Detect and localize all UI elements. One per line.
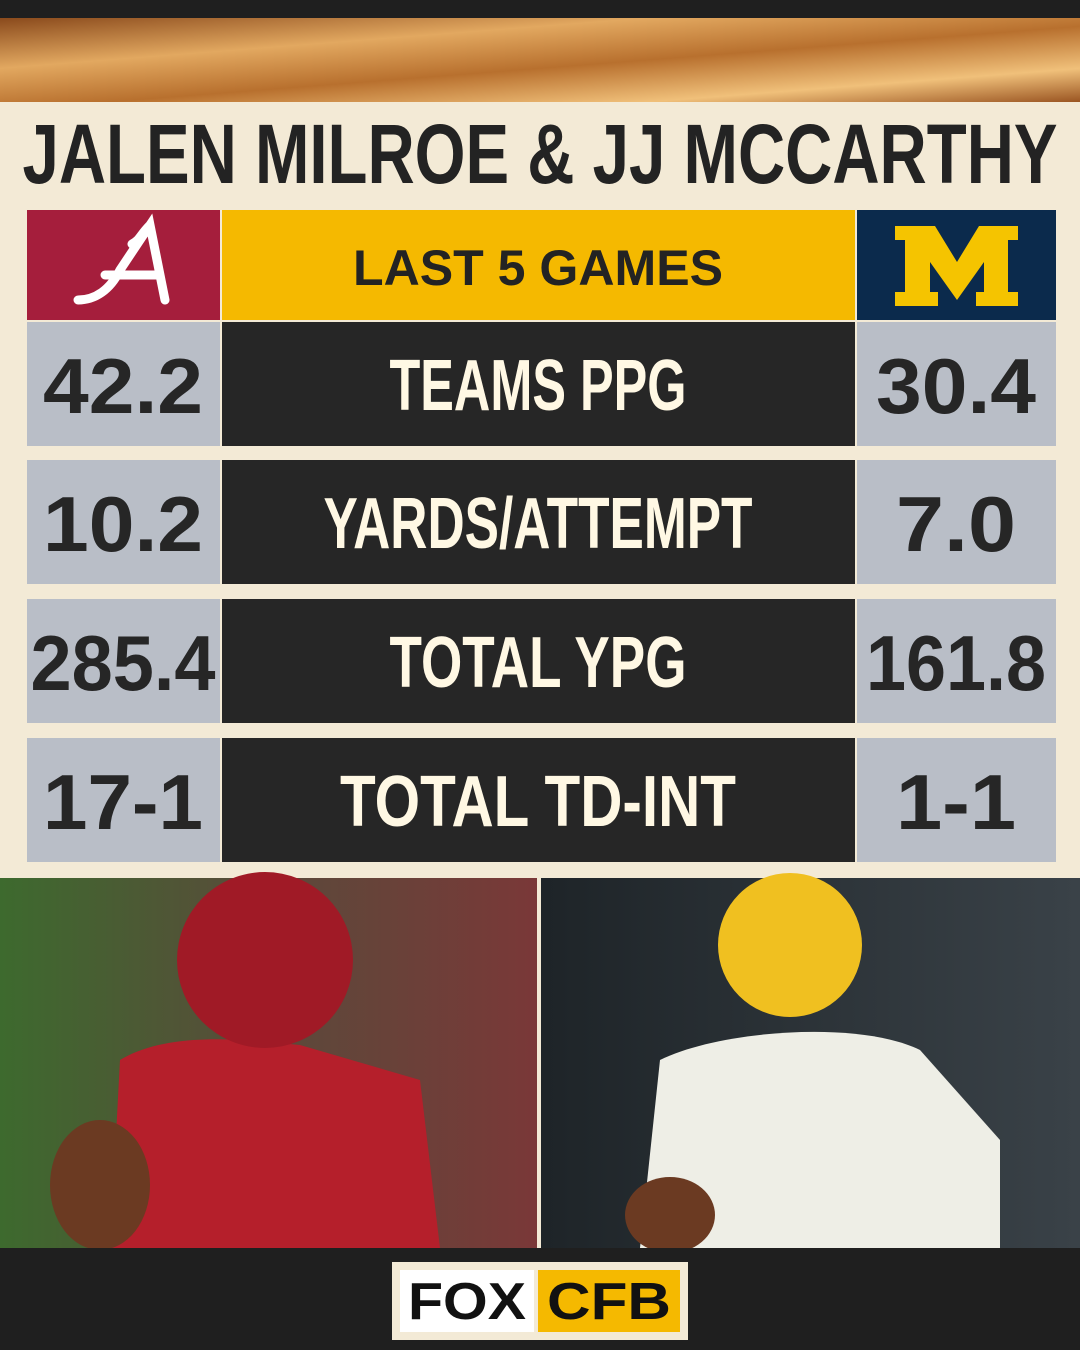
label-cell <box>222 322 855 446</box>
label-cell <box>222 460 855 584</box>
stat-label: YARDS/ATTEMPT <box>324 484 753 564</box>
heading-cell <box>222 210 855 320</box>
helmet-yellow <box>718 873 862 1017</box>
right-value: 161.8 <box>866 619 1046 707</box>
jersey-white <box>640 1031 1000 1248</box>
stat-label: TEAMS PPG <box>390 346 687 426</box>
label-cell <box>222 599 855 723</box>
stat-rows: 42.2 TEAMS PPG 30.4 10.2 YARDS/ATTEMPT 7.0 285… <box>27 322 1056 862</box>
left-value: 285.4 <box>31 619 216 707</box>
right-cell <box>857 460 1056 584</box>
fox-box <box>400 1270 534 1332</box>
heading: LAST 5 GAMES <box>353 240 723 296</box>
helmet-red <box>177 872 353 1048</box>
alabama-logo <box>73 213 170 305</box>
football-left <box>50 1120 150 1250</box>
top-strip <box>0 0 1080 18</box>
left-cell <box>27 460 220 584</box>
label-cell <box>222 738 855 862</box>
right-cell <box>857 599 1056 723</box>
left-value: 42.2 <box>43 342 203 430</box>
left-cell <box>27 738 220 862</box>
left-value: 17-1 <box>43 758 203 846</box>
left-cell <box>27 322 220 446</box>
stat-label: TOTAL TD-INT <box>340 762 736 842</box>
left-value: 10.2 <box>43 480 203 568</box>
right-cell <box>857 322 1056 446</box>
gold-band <box>0 18 1080 102</box>
cfb-text: CFB <box>547 1273 671 1331</box>
cfb-box <box>538 1270 680 1332</box>
jersey-red <box>110 1039 440 1248</box>
fox-text: FOX <box>408 1273 526 1331</box>
right-value: 7.0 <box>896 480 1016 568</box>
right-value: 1-1 <box>896 758 1016 846</box>
football-right <box>625 1177 715 1253</box>
left-cell <box>27 599 220 723</box>
michigan-logo <box>895 226 1018 306</box>
right-value: 30.4 <box>876 342 1036 430</box>
stat-label: TOTAL YPG <box>390 623 687 703</box>
title: JALEN MILROE & JJ MCCARTHY <box>23 107 1058 201</box>
right-cell <box>857 738 1056 862</box>
